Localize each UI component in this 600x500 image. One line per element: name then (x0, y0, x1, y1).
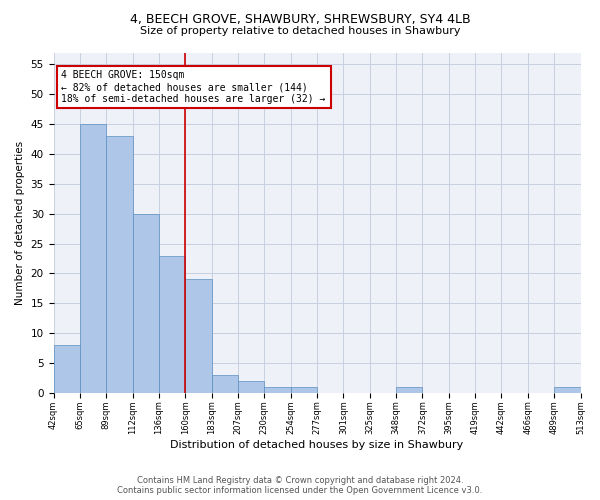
Text: Contains HM Land Registry data © Crown copyright and database right 2024.
Contai: Contains HM Land Registry data © Crown c… (118, 476, 482, 495)
Y-axis label: Number of detached properties: Number of detached properties (15, 140, 25, 305)
Bar (290, 387, 317, 393)
Bar (185, 280, 212, 393)
Bar (80, 124, 106, 393)
Bar (133, 214, 159, 393)
Text: Size of property relative to detached houses in Shawbury: Size of property relative to detached ho… (140, 26, 460, 36)
Bar (396, 387, 422, 393)
Bar (265, 387, 290, 393)
Text: 4, BEECH GROVE, SHAWBURY, SHREWSBURY, SY4 4LB: 4, BEECH GROVE, SHAWBURY, SHREWSBURY, SY… (130, 12, 470, 26)
Bar (212, 375, 238, 393)
Bar (106, 136, 133, 393)
Bar (159, 256, 185, 393)
Bar (238, 381, 265, 393)
Bar (53, 345, 80, 393)
Bar (554, 387, 581, 393)
X-axis label: Distribution of detached houses by size in Shawbury: Distribution of detached houses by size … (170, 440, 464, 450)
Text: 4 BEECH GROVE: 150sqm
← 82% of detached houses are smaller (144)
18% of semi-det: 4 BEECH GROVE: 150sqm ← 82% of detached … (61, 70, 326, 104)
